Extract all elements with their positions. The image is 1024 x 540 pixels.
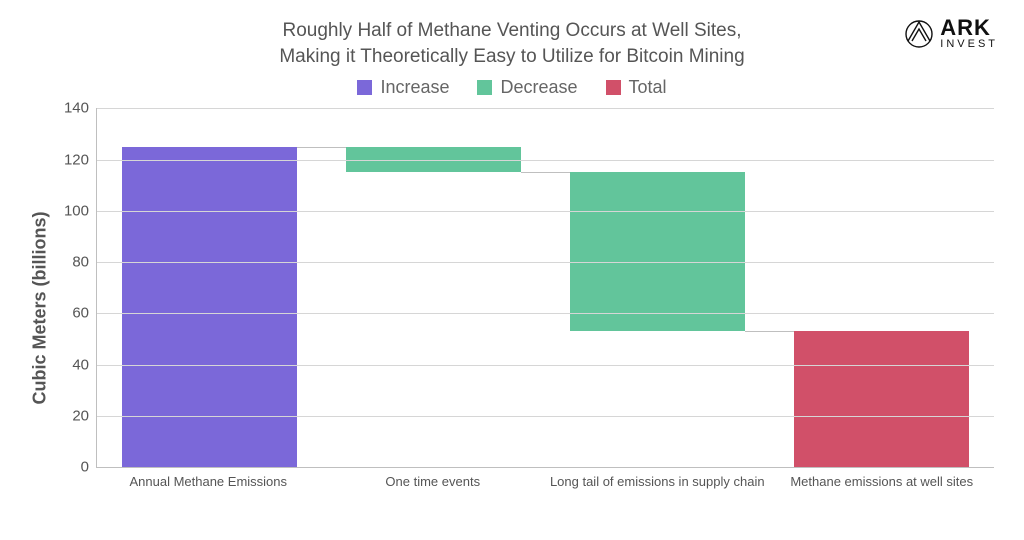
ark-logo-icon [904, 19, 934, 49]
gridline [97, 211, 994, 212]
legend-item-total: Total [606, 77, 667, 98]
y-tick-label: 60 [72, 305, 89, 322]
y-tick-label: 40 [72, 356, 89, 373]
bar-slot [546, 108, 770, 467]
bar-slot [97, 108, 321, 467]
legend-swatch [477, 80, 492, 95]
legend: Increase Decrease Total [22, 77, 1002, 98]
y-tick-label: 100 [64, 202, 89, 219]
y-axis-label: Cubic Meters (billions) [30, 212, 51, 405]
y-tick-label: 140 [64, 100, 89, 117]
gridline [97, 313, 994, 314]
legend-label: Increase [380, 77, 449, 98]
logo-main: ARK [940, 18, 998, 38]
legend-swatch [357, 80, 372, 95]
bars-layer [97, 108, 994, 467]
connector-line [521, 172, 570, 173]
logo-sub: INVEST [940, 38, 998, 50]
bar-decrease [570, 172, 745, 331]
bar-slot [770, 108, 994, 467]
gridline [97, 416, 994, 417]
chart-container: ARK INVEST Roughly Half of Methane Venti… [0, 0, 1024, 540]
gridline [97, 160, 994, 161]
plot-region: 020406080100120140 [96, 108, 994, 468]
gridline [97, 108, 994, 109]
legend-swatch [606, 80, 621, 95]
bar-increase [122, 147, 297, 468]
x-label: Methane emissions at well sites [770, 468, 995, 508]
x-label: Long tail of emissions in supply chain [545, 468, 770, 508]
legend-label: Decrease [500, 77, 577, 98]
y-tick-label: 0 [81, 459, 89, 476]
legend-item-decrease: Decrease [477, 77, 577, 98]
bar-total [794, 331, 969, 467]
gridline [97, 262, 994, 263]
title-line-2: Making it Theoretically Easy to Utilize … [279, 46, 744, 67]
x-axis-labels: Annual Methane EmissionsOne time eventsL… [96, 468, 994, 508]
chart-area: Cubic Meters (billions) 0204060801001201… [96, 108, 994, 508]
y-tick-label: 80 [72, 254, 89, 271]
legend-item-increase: Increase [357, 77, 449, 98]
y-tick-label: 120 [64, 151, 89, 168]
x-label: One time events [321, 468, 546, 508]
connector-line [297, 147, 346, 148]
title-line-1: Roughly Half of Methane Venting Occurs a… [282, 20, 741, 41]
gridline [97, 365, 994, 366]
legend-label: Total [629, 77, 667, 98]
bar-slot [321, 108, 545, 467]
x-label: Annual Methane Emissions [96, 468, 321, 508]
ark-logo: ARK INVEST [904, 18, 998, 50]
y-tick-label: 20 [72, 408, 89, 425]
connector-line [745, 331, 794, 332]
chart-title: Roughly Half of Methane Venting Occurs a… [22, 18, 1002, 69]
